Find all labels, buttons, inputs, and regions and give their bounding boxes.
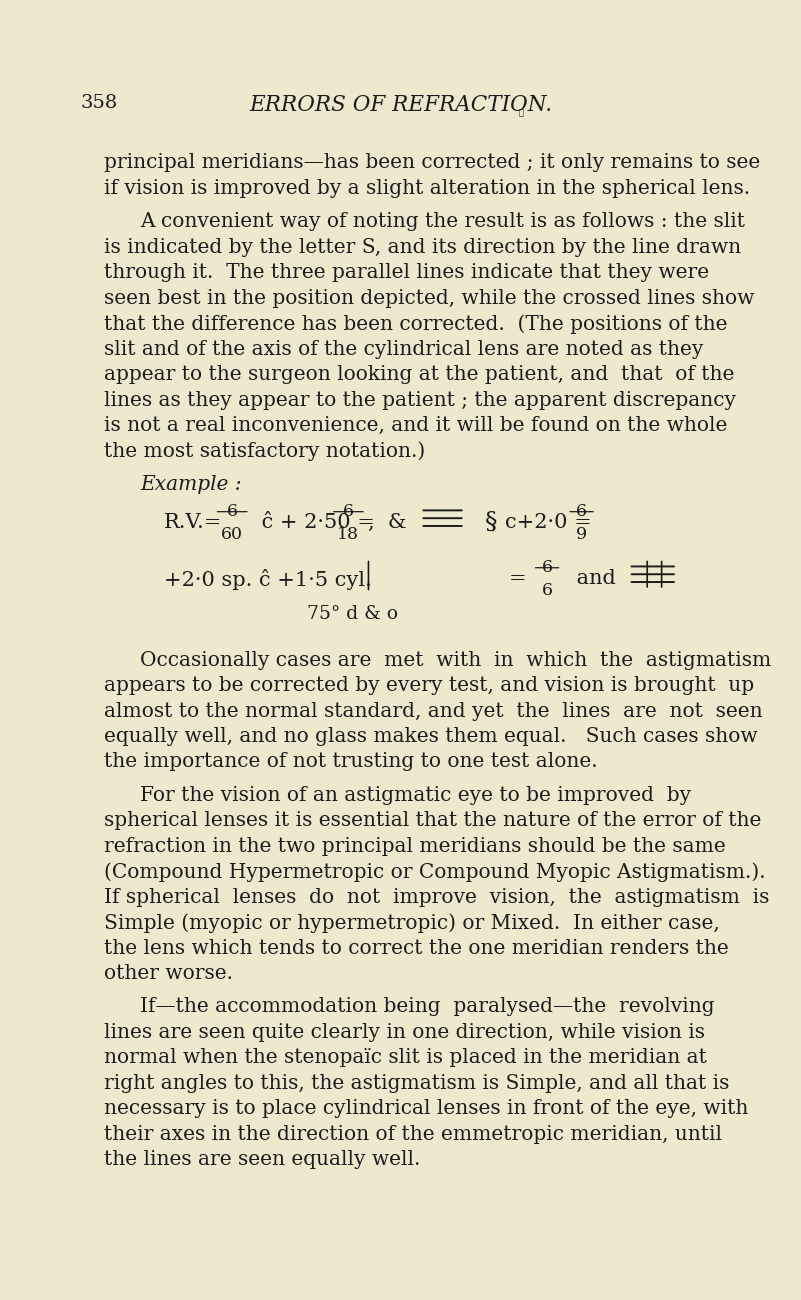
Text: 9: 9 xyxy=(576,526,587,543)
Text: Example :: Example : xyxy=(140,474,242,494)
Text: spherical lenses it is essential that the nature of the error of the: spherical lenses it is essential that th… xyxy=(104,811,762,831)
Text: (Compound Hypermetropic or Compound Myopic Astigmatism.).: (Compound Hypermetropic or Compound Myop… xyxy=(104,862,766,881)
Text: If spherical  lenses  do  not  improve  vision,  the  astigmatism  is: If spherical lenses do not improve visio… xyxy=(104,888,770,906)
Text: is not a real inconvenience, and it will be found on the whole: is not a real inconvenience, and it will… xyxy=(104,416,727,436)
Text: appear to the surgeon looking at the patient, and  that  of the: appear to the surgeon looking at the pat… xyxy=(104,365,735,383)
Text: if vision is improved by a slight alteration in the spherical lens.: if vision is improved by a slight altera… xyxy=(104,179,751,198)
Text: c+2·0 =: c+2·0 = xyxy=(505,514,592,532)
Text: +2·0 sp. ĉ +1·5 cyl.: +2·0 sp. ĉ +1·5 cyl. xyxy=(164,569,372,590)
Text: the lens which tends to correct the one meridian renders the: the lens which tends to correct the one … xyxy=(104,939,729,958)
Text: ERRORS OF REFRACTION.: ERRORS OF REFRACTION. xyxy=(249,94,552,116)
Text: the importance of not trusting to one test alone.: the importance of not trusting to one te… xyxy=(104,753,598,771)
Text: ,  &: , & xyxy=(368,514,407,532)
Text: necessary is to place cylindrical lenses in front of the eye, with: necessary is to place cylindrical lenses… xyxy=(104,1100,748,1118)
Text: §: § xyxy=(485,511,497,533)
Text: almost to the normal standard, and yet  the  lines  are  not  seen: almost to the normal standard, and yet t… xyxy=(104,702,763,720)
Text: that the difference has been corrected.  (The positions of the: that the difference has been corrected. … xyxy=(104,315,727,334)
Text: ĉ + 2·50 =: ĉ + 2·50 = xyxy=(255,514,375,532)
Text: R.V.=: R.V.= xyxy=(164,514,223,532)
Text: If—the accommodation being  paralysed—the  revolving: If—the accommodation being paralysed—the… xyxy=(140,997,714,1017)
Text: lines are seen quite clearly in one direction, while vision is: lines are seen quite clearly in one dire… xyxy=(104,1023,705,1041)
Text: A convenient way of noting the result is as follows : the slit: A convenient way of noting the result is… xyxy=(140,212,745,231)
Text: is indicated by the letter S, and its direction by the line drawn: is indicated by the letter S, and its di… xyxy=(104,238,741,256)
Text: seen best in the position depicted, while the crossed lines show: seen best in the position depicted, whil… xyxy=(104,289,755,308)
Text: normal when the stenopaïc slit is placed in the meridian at: normal when the stenopaïc slit is placed… xyxy=(104,1048,707,1067)
Text: lines as they appear to the patient ; the apparent discrepancy: lines as they appear to the patient ; th… xyxy=(104,390,736,410)
Text: other worse.: other worse. xyxy=(104,965,233,983)
Text: and: and xyxy=(570,569,615,588)
Text: through it.  The three parallel lines indicate that they were: through it. The three parallel lines ind… xyxy=(104,263,709,282)
Text: Occasionally cases are  met  with  in  which  the  astigmatism: Occasionally cases are met with in which… xyxy=(140,650,771,670)
Text: Simple (myopic or hypermetropic) or Mixed.  In either case,: Simple (myopic or hypermetropic) or Mixe… xyxy=(104,913,720,933)
Text: For the vision of an astigmatic eye to be improved  by: For the vision of an astigmatic eye to b… xyxy=(140,785,691,805)
Text: 6: 6 xyxy=(541,559,553,576)
Text: appears to be corrected by every test, and vision is brought  up: appears to be corrected by every test, a… xyxy=(104,676,755,696)
Text: refraction in the two principal meridians should be the same: refraction in the two principal meridian… xyxy=(104,837,726,855)
Text: equally well, and no glass makes them equal.   Such cases show: equally well, and no glass makes them eq… xyxy=(104,727,758,746)
Text: right angles to this, the astigmatism is Simple, and all that is: right angles to this, the astigmatism is… xyxy=(104,1074,730,1093)
Text: 6: 6 xyxy=(343,503,354,520)
Text: the lines are seen equally well.: the lines are seen equally well. xyxy=(104,1150,421,1169)
Text: =: = xyxy=(509,569,526,588)
Text: 6: 6 xyxy=(541,582,553,599)
Text: 6: 6 xyxy=(576,503,587,520)
Text: 60: 60 xyxy=(221,526,244,543)
Text: the most satisfactory notation.): the most satisfactory notation.) xyxy=(104,442,425,462)
Text: their axes in the direction of the emmetropic meridian, until: their axes in the direction of the emmet… xyxy=(104,1124,723,1144)
Text: slit and of the axis of the cylindrical lens are noted as they: slit and of the axis of the cylindrical … xyxy=(104,339,703,359)
Text: 358: 358 xyxy=(80,94,118,112)
Text: ★: ★ xyxy=(518,109,523,117)
Text: 6: 6 xyxy=(227,503,238,520)
Text: 18: 18 xyxy=(337,526,360,543)
Text: 75° d & o: 75° d & o xyxy=(307,604,398,623)
Text: principal meridians—has been corrected ; it only remains to see: principal meridians—has been corrected ;… xyxy=(104,153,760,173)
